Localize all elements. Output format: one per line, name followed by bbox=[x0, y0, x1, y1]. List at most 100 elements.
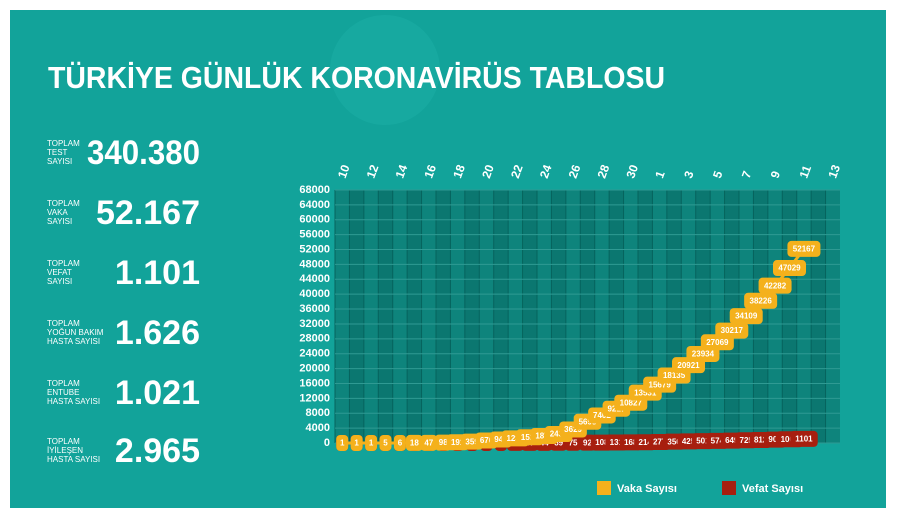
data-point: 52167 bbox=[787, 240, 821, 257]
y-tick-label: 64000 bbox=[299, 199, 330, 211]
x-tick-label: 26 bbox=[566, 162, 584, 180]
stat-label: VAKA bbox=[47, 208, 68, 217]
column-band bbox=[537, 190, 552, 443]
column-band bbox=[565, 190, 581, 443]
point-pill bbox=[744, 292, 778, 309]
legend-swatch bbox=[597, 481, 611, 495]
stat-value: 340.380 bbox=[87, 134, 200, 172]
point-label: 812 bbox=[754, 436, 768, 445]
point-label: 59 bbox=[554, 438, 563, 447]
y-tick-label: 52000 bbox=[299, 243, 330, 255]
x-tick-label: 20 bbox=[479, 162, 497, 180]
point-label: 92 bbox=[583, 438, 592, 447]
x-tick-label: 3 bbox=[681, 169, 697, 180]
point-label: 75 bbox=[569, 438, 578, 447]
data-point: 1101 bbox=[790, 430, 818, 447]
data-point: 34109 bbox=[729, 308, 763, 325]
point-label: 649 bbox=[725, 436, 739, 445]
data-point: 1 bbox=[350, 434, 363, 451]
x-tick-label: 14 bbox=[393, 162, 411, 180]
y-tick-label: 60000 bbox=[299, 214, 330, 226]
data-point: 38226 bbox=[744, 292, 778, 309]
x-tick-label: 24 bbox=[537, 162, 555, 180]
y-tick-label: 20000 bbox=[299, 362, 330, 374]
x-tick-label: 18 bbox=[450, 162, 468, 180]
stat-label: ENTUBE bbox=[47, 388, 79, 397]
point-label: 10827 bbox=[620, 398, 643, 407]
x-tick-label: 22 bbox=[508, 162, 526, 180]
point-pill bbox=[729, 308, 763, 325]
y-tick-label: 8000 bbox=[306, 407, 330, 419]
point-label: 52167 bbox=[793, 245, 816, 254]
stat-label: TOPLAM bbox=[47, 259, 80, 268]
x-tick-label: 16 bbox=[421, 162, 439, 180]
stat-label: TOPLAM bbox=[47, 319, 80, 328]
stat-value: 2.965 bbox=[115, 432, 200, 470]
column-band bbox=[710, 190, 725, 443]
point-label: 18 bbox=[410, 439, 419, 448]
point-label: 20921 bbox=[677, 361, 700, 370]
y-tick-label: 12000 bbox=[299, 392, 330, 404]
plot-background bbox=[335, 190, 840, 443]
data-point: 47 bbox=[420, 434, 438, 451]
x-tick-label: 28 bbox=[595, 162, 613, 180]
point-label: 214 bbox=[639, 438, 653, 447]
point-pill bbox=[336, 434, 349, 451]
y-tick-label: 48000 bbox=[299, 258, 330, 270]
virus-decoration bbox=[330, 15, 440, 125]
point-label: 6 bbox=[398, 439, 403, 448]
data-point: 47029 bbox=[773, 260, 806, 277]
y-tick-label: 40000 bbox=[299, 288, 330, 300]
point-label: 1006 bbox=[781, 435, 799, 444]
stat-label: SAYISI bbox=[47, 217, 72, 226]
x-tick-label: 5 bbox=[710, 169, 726, 180]
column-band bbox=[681, 190, 696, 443]
point-label: 277 bbox=[653, 438, 667, 447]
point-label: 191 bbox=[451, 438, 465, 447]
data-point: 30217 bbox=[715, 322, 749, 339]
y-tick-label: 0 bbox=[324, 437, 330, 449]
point-label: 1 bbox=[369, 439, 374, 448]
point-label: 131 bbox=[610, 438, 624, 447]
x-tick-label: 10 bbox=[335, 162, 353, 180]
data-point: 1 bbox=[365, 434, 378, 451]
y-tick-label: 44000 bbox=[299, 273, 330, 285]
data-point: 1 bbox=[336, 434, 349, 451]
point-label: 34109 bbox=[735, 312, 758, 321]
point-label: 501 bbox=[696, 437, 710, 446]
stat-label: TOPLAM bbox=[47, 437, 80, 446]
y-tick-label: 28000 bbox=[299, 333, 330, 345]
data-point: 6 bbox=[393, 434, 406, 451]
data-point: 5 bbox=[379, 434, 392, 451]
point-label: 1 bbox=[354, 439, 359, 448]
point-label: 15679 bbox=[649, 380, 672, 389]
point-label: 2433 bbox=[550, 430, 568, 439]
point-label: 3629 bbox=[564, 425, 582, 434]
stat-label: SAYISI bbox=[47, 157, 72, 166]
column-band bbox=[479, 190, 494, 443]
point-label: 1236 bbox=[506, 434, 524, 443]
point-label: 47 bbox=[424, 438, 433, 447]
point-label: 359 bbox=[465, 437, 479, 446]
point-label: 947 bbox=[494, 435, 508, 444]
point-label: 7402 bbox=[593, 411, 611, 420]
legend-label: Vefat Sayısı bbox=[742, 483, 803, 495]
y-tick-label: 36000 bbox=[299, 303, 330, 315]
column-band bbox=[652, 190, 667, 443]
point-label: 725 bbox=[740, 436, 754, 445]
column-band bbox=[421, 190, 436, 443]
y-tick-label: 68000 bbox=[299, 184, 330, 196]
y-tick-label: 16000 bbox=[299, 377, 330, 389]
point-pill bbox=[420, 434, 438, 451]
point-pill bbox=[350, 434, 363, 451]
stat-value: 1.101 bbox=[115, 254, 200, 292]
stat-value: 1.021 bbox=[115, 374, 200, 412]
stat-label: HASTA SAYISI bbox=[47, 455, 100, 464]
x-tick-label: 9 bbox=[768, 169, 784, 180]
legend-swatch bbox=[722, 481, 736, 495]
stat-label: YOĞUN BAKIM bbox=[47, 328, 104, 337]
stat-label: HASTA SAYISI bbox=[47, 397, 100, 406]
point-label: 47029 bbox=[778, 264, 801, 273]
